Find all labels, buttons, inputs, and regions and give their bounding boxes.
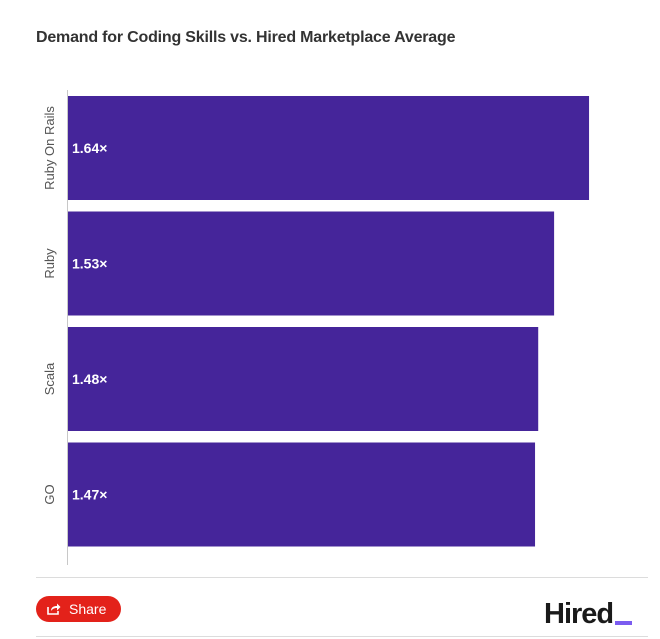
- chart-title: Demand for Coding Skills vs. Hired Marke…: [36, 29, 456, 46]
- bar-ruby: [68, 211, 555, 316]
- share-button[interactable]: Share: [36, 596, 121, 622]
- footer-divider-bottom: [36, 636, 648, 637]
- hired-logo: Hired: [544, 590, 633, 630]
- category-label: Scala: [42, 362, 57, 395]
- share-label: Share: [69, 601, 107, 617]
- bar-chart: 1.64× Ruby On Rails 1.53× Ruby 1.48× Scala 1.4…: [42, 90, 590, 565]
- logo-underscore-icon: [615, 621, 633, 625]
- category-label: GO: [42, 484, 57, 504]
- footer-divider-top: [36, 577, 648, 578]
- category-label: Ruby: [42, 248, 57, 279]
- category-label: Ruby On Rails: [42, 106, 57, 190]
- bar-scala: [68, 327, 539, 431]
- logo-wordmark: Hired: [544, 598, 614, 630]
- data-label: 1.53×: [72, 256, 107, 272]
- data-label: 1.64×: [72, 140, 107, 156]
- data-label: 1.48×: [72, 371, 107, 387]
- bars-layer: 1.64× Ruby On Rails 1.53× Ruby 1.48× Scala 1.4…: [42, 96, 590, 547]
- share-icon: [47, 603, 61, 615]
- data-label: 1.47×: [72, 487, 107, 503]
- bar-ruby-on-rails: [68, 96, 590, 200]
- bar-go: [68, 442, 536, 547]
